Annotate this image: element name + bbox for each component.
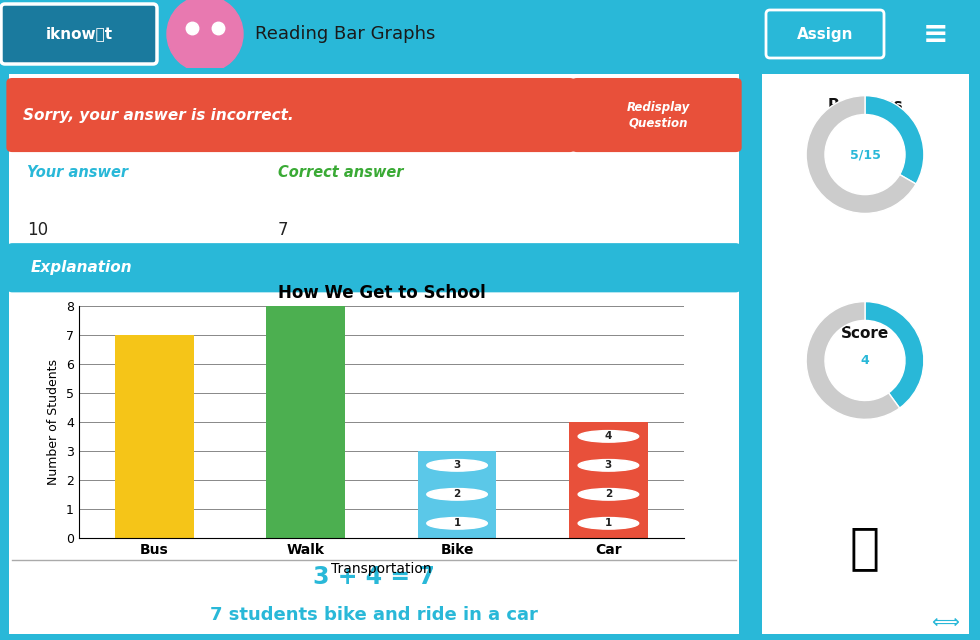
Text: ⟺: ⟺	[932, 613, 959, 632]
Text: 5/15: 5/15	[850, 148, 880, 161]
Bar	[569, 422, 648, 538]
Text: Progress: Progress	[827, 98, 903, 113]
FancyBboxPatch shape	[761, 74, 968, 634]
Circle shape	[578, 518, 639, 529]
Bar	[267, 306, 345, 538]
Text: 3: 3	[454, 460, 461, 470]
FancyBboxPatch shape	[571, 78, 742, 152]
Text: Assign: Assign	[797, 26, 854, 42]
Text: 4: 4	[860, 354, 869, 367]
Text: Correct answer: Correct answer	[278, 164, 404, 180]
Text: Score: Score	[841, 326, 889, 342]
Text: Your answer: Your answer	[27, 164, 128, 180]
Text: 7 students bike and ride in a car: 7 students bike and ride in a car	[210, 606, 538, 624]
Text: 7: 7	[278, 221, 288, 239]
X-axis label: Transportation: Transportation	[331, 562, 432, 576]
Text: Redisplay
Question: Redisplay Question	[626, 101, 690, 129]
Wedge shape	[865, 96, 924, 184]
FancyBboxPatch shape	[9, 74, 740, 634]
Text: Sorry, your answer is incorrect.: Sorry, your answer is incorrect.	[24, 108, 294, 122]
Text: 2: 2	[454, 490, 461, 499]
Wedge shape	[807, 96, 916, 214]
FancyBboxPatch shape	[766, 10, 884, 58]
Text: 3: 3	[605, 460, 612, 470]
Wedge shape	[807, 301, 900, 419]
Bar	[417, 451, 497, 538]
Circle shape	[578, 460, 639, 471]
Circle shape	[578, 488, 639, 500]
Text: 1: 1	[605, 518, 612, 529]
Text: 4: 4	[605, 431, 612, 442]
Text: 2: 2	[605, 490, 612, 499]
Y-axis label: Number of Students: Number of Students	[47, 359, 61, 485]
Title: How We Get to School: How We Get to School	[277, 284, 485, 301]
FancyBboxPatch shape	[8, 243, 740, 292]
Circle shape	[167, 0, 243, 72]
Text: Explanation: Explanation	[30, 260, 132, 275]
Wedge shape	[865, 301, 924, 408]
Circle shape	[427, 518, 487, 529]
Text: ≡: ≡	[922, 19, 948, 49]
Text: 1: 1	[454, 518, 461, 529]
Text: iknowⓘt: iknowⓘt	[45, 26, 113, 42]
Circle shape	[578, 431, 639, 442]
Text: 3 + 4 = 7: 3 + 4 = 7	[313, 565, 435, 589]
FancyBboxPatch shape	[1, 4, 157, 64]
Circle shape	[427, 460, 487, 471]
Text: 10: 10	[27, 221, 48, 239]
Text: Reading Bar Graphs: Reading Bar Graphs	[255, 25, 435, 43]
Bar	[115, 335, 194, 538]
FancyBboxPatch shape	[7, 78, 575, 152]
Text: 👾: 👾	[850, 525, 880, 572]
Circle shape	[427, 488, 487, 500]
